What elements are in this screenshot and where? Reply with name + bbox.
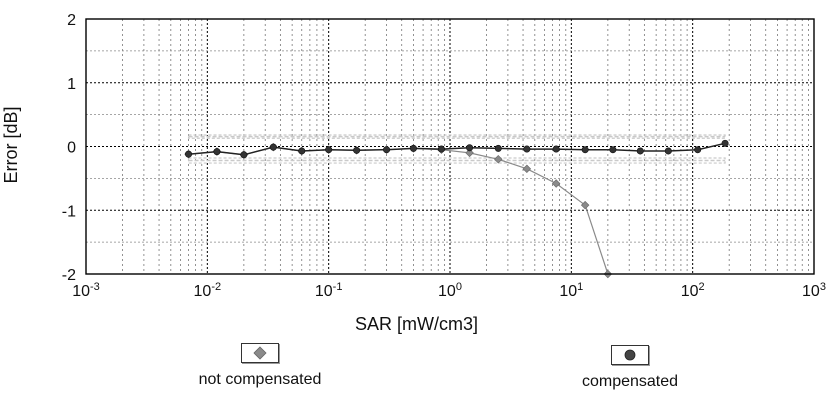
x-tick-exponent: -2 — [211, 281, 221, 293]
legend-label-not-compensated: not compensated — [198, 371, 322, 388]
data-point-compensated — [383, 146, 391, 154]
circle-marker-icon — [624, 349, 636, 361]
data-point-compensated — [269, 143, 277, 151]
data-point-compensated — [552, 145, 560, 153]
data-point-not-compensated — [551, 179, 561, 188]
x-tick-base: 10 — [438, 283, 456, 300]
series-group — [184, 139, 729, 279]
diamond-marker-icon — [253, 346, 267, 360]
tick-labels: 210-1-210-3 10-2 10-1 100 101 102 103 — [62, 12, 826, 300]
data-point-compensated — [581, 146, 589, 154]
data-point-not-compensated — [522, 164, 532, 174]
x-tick-label: 10-1 — [315, 281, 343, 300]
legend-label-compensated: compensated — [581, 373, 679, 390]
data-point-compensated — [466, 144, 474, 152]
legend-swatch-not-compensated — [241, 343, 279, 363]
y-tick-label: -1 — [62, 203, 76, 220]
legend-item-not-compensated: not compensated — [180, 343, 340, 389]
x-tick-base: 10 — [315, 283, 333, 300]
x-axis-label: SAR [mW/cm3] — [354, 314, 478, 334]
data-point-compensated — [523, 145, 531, 153]
data-point-compensated — [609, 146, 617, 154]
data-point-not-compensated — [494, 155, 503, 164]
data-point-compensated — [325, 146, 333, 154]
data-point-compensated — [409, 144, 417, 152]
x-tick-label: 10-3 — [72, 281, 100, 300]
x-tick-label: 103 — [802, 281, 826, 300]
legend-swatch-compensated — [611, 345, 649, 365]
x-tick-base: 10 — [681, 283, 699, 300]
data-point-not-compensated — [580, 200, 590, 210]
data-point-compensated — [298, 147, 306, 155]
tolerance-bands — [187, 134, 726, 164]
x-tick-exponent: 3 — [820, 281, 826, 293]
y-tick-label: 1 — [67, 76, 76, 93]
x-tick-label: 10-2 — [194, 281, 222, 300]
x-tick-exponent: 2 — [699, 281, 705, 293]
x-tick-base: 10 — [802, 283, 820, 300]
x-tick-exponent: 1 — [577, 281, 583, 293]
y-tick-label: 2 — [67, 12, 76, 29]
data-point-compensated — [213, 148, 221, 156]
x-tick-label: 101 — [559, 281, 583, 300]
x-tick-exponent: -1 — [333, 281, 343, 293]
data-point-compensated — [240, 151, 248, 159]
data-point-compensated — [353, 146, 361, 154]
data-point-compensated — [636, 147, 644, 155]
data-point-not-compensated — [465, 148, 474, 158]
x-tick-exponent: -3 — [90, 281, 100, 293]
data-point-compensated — [721, 139, 729, 147]
x-tick-exponent: 0 — [456, 281, 462, 293]
y-axis-label: Error [dB] — [1, 106, 22, 184]
x-tick-base: 10 — [72, 283, 90, 300]
y-tick-label: -2 — [62, 267, 76, 284]
x-tick-label: 100 — [438, 281, 462, 300]
data-point-compensated — [664, 147, 672, 155]
x-tick-label: 102 — [681, 281, 705, 300]
data-point-compensated — [437, 145, 445, 153]
data-point-compensated — [694, 146, 702, 154]
grid — [86, 19, 814, 274]
data-point-compensated — [494, 144, 502, 152]
plot-frame — [85, 18, 815, 275]
x-tick-base: 10 — [194, 283, 212, 300]
legend-item-compensated: compensated — [560, 345, 700, 391]
y-tick-label: 0 — [67, 140, 76, 157]
x-tick-base: 10 — [559, 283, 577, 300]
data-point-compensated — [185, 150, 193, 158]
series-line-compensated — [188, 142, 726, 156]
